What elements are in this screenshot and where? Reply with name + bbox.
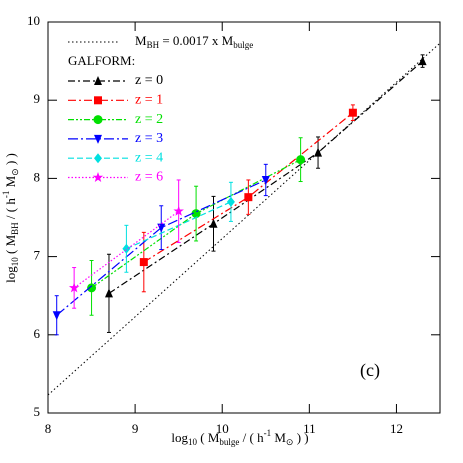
series-line [108, 60, 423, 294]
marker [296, 155, 306, 165]
marker [209, 218, 218, 228]
marker [173, 205, 184, 216]
y-tick-label: 9 [34, 91, 41, 106]
relation-line [47, 42, 441, 396]
legend-marker [94, 134, 102, 144]
y-tick-label: 8 [34, 169, 41, 184]
legend-marker [94, 76, 102, 85]
x-tick-label: 8 [45, 421, 52, 436]
y-tick-label: 7 [34, 248, 41, 263]
legend-label: z = 1 [135, 93, 163, 108]
x-tick-label: 10 [216, 421, 229, 436]
marker [122, 243, 131, 254]
legend-relation-label: MBH = 0.0017 x Mbulge [135, 33, 253, 50]
annotation: (c) [360, 360, 380, 381]
x-tick-label: 11 [303, 421, 316, 436]
y-tick-label: 5 [34, 404, 41, 419]
marker [418, 56, 427, 66]
legend-marker [93, 115, 103, 125]
legend-label: z = 3 [135, 131, 163, 146]
marker [244, 193, 253, 202]
marker [87, 283, 97, 293]
x-tick-label: 12 [390, 421, 403, 436]
marker [261, 175, 270, 185]
marker [348, 108, 357, 117]
legend-label: z = 6 [135, 170, 163, 185]
series-line [73, 210, 180, 289]
legend-marker [94, 153, 102, 164]
marker [226, 196, 235, 207]
y-axis-label: log10 ( MBH / ( h-1 M⊙ ) ) [1, 153, 20, 283]
legend-title: GALFORM: [68, 53, 135, 68]
x-tick-label: 9 [132, 421, 139, 436]
legend-label: z = 4 [135, 150, 163, 165]
legend-marker [94, 96, 102, 105]
legend-label: z = 2 [135, 112, 163, 127]
marker [52, 311, 61, 321]
marker [314, 147, 323, 157]
legend-label: z = 0 [135, 73, 163, 88]
y-tick-label: 6 [34, 326, 41, 341]
marker [68, 282, 80, 293]
plot-frame [47, 21, 441, 414]
y-tick-label: 10 [27, 13, 40, 28]
marker [139, 258, 148, 267]
marker [104, 288, 113, 298]
legend-marker [92, 172, 104, 182]
x-axis-label: log10 ( Mbulge / ( h-1 M⊙ ) ) [171, 428, 308, 447]
